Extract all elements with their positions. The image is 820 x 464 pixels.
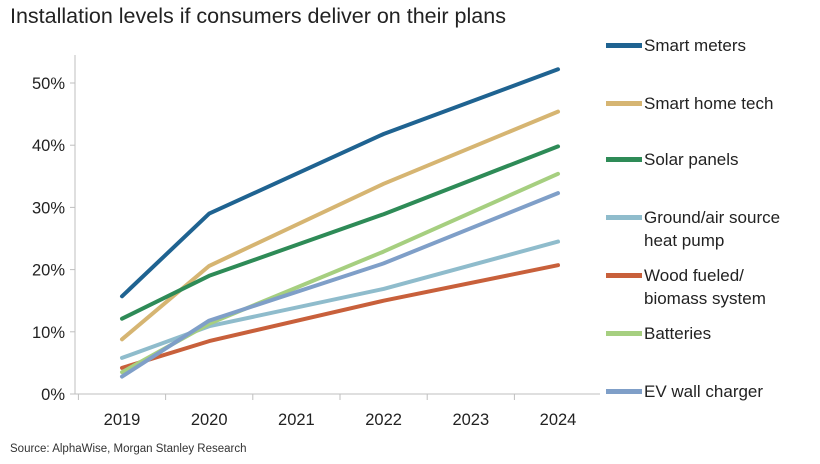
legend-item: Wood fueled/ biomass system	[606, 264, 804, 310]
x-tick-label: 2024	[540, 411, 577, 429]
x-tick-label: 2022	[365, 411, 402, 429]
legend-label: Batteries	[644, 324, 712, 343]
legend-swatch	[606, 273, 642, 278]
legend-item: Smart home tech	[606, 92, 804, 115]
series-line	[120, 109, 560, 342]
series-line	[120, 263, 560, 370]
chart-axes: 0% 10% 20% 30% 40% 50% 2019 2020 2021 2022 2023 202…	[32, 55, 600, 429]
source-note: Source: AlphaWise, Morgan Stanley Resear…	[10, 443, 247, 455]
x-tick-label: 2020	[191, 411, 228, 429]
legend-swatch	[606, 331, 642, 336]
legend-item: Ground/air source heat pump	[606, 206, 804, 252]
chart-title: Installation levels if consumers deliver…	[10, 4, 506, 28]
series-line	[120, 67, 560, 299]
y-tick-label: 10%	[32, 324, 65, 342]
legend-item: Smart meters	[606, 34, 804, 57]
legend-swatch	[606, 215, 642, 220]
legend-label: EV wall charger	[644, 382, 764, 401]
legend-label: Ground/air source heat pump	[644, 208, 781, 250]
legend-swatch	[606, 101, 642, 106]
legend-item: EV wall charger	[606, 380, 804, 403]
y-tick-label: 30%	[32, 199, 65, 217]
chart-series	[120, 67, 560, 379]
legend-swatch	[606, 43, 642, 48]
y-tick-label: 50%	[32, 75, 65, 93]
legend-label: Wood fueled/ biomass system	[644, 266, 766, 308]
x-tick-label: 2023	[452, 411, 489, 429]
series-line	[120, 239, 560, 360]
legend-label: Solar panels	[644, 150, 739, 169]
y-tick-label: 20%	[32, 262, 65, 280]
x-tick-label: 2021	[278, 411, 315, 429]
legend-item: Solar panels	[606, 148, 804, 171]
series-line	[120, 191, 560, 379]
y-tick-label: 0%	[41, 386, 65, 404]
legend-swatch	[606, 157, 642, 162]
legend-label: Smart home tech	[644, 94, 774, 113]
legend-swatch	[606, 389, 642, 394]
y-tick-label: 40%	[32, 137, 65, 155]
legend-item: Batteries	[606, 322, 804, 345]
legend-label: Smart meters	[644, 36, 747, 55]
x-tick-label: 2019	[104, 411, 141, 429]
series-line	[120, 144, 560, 321]
